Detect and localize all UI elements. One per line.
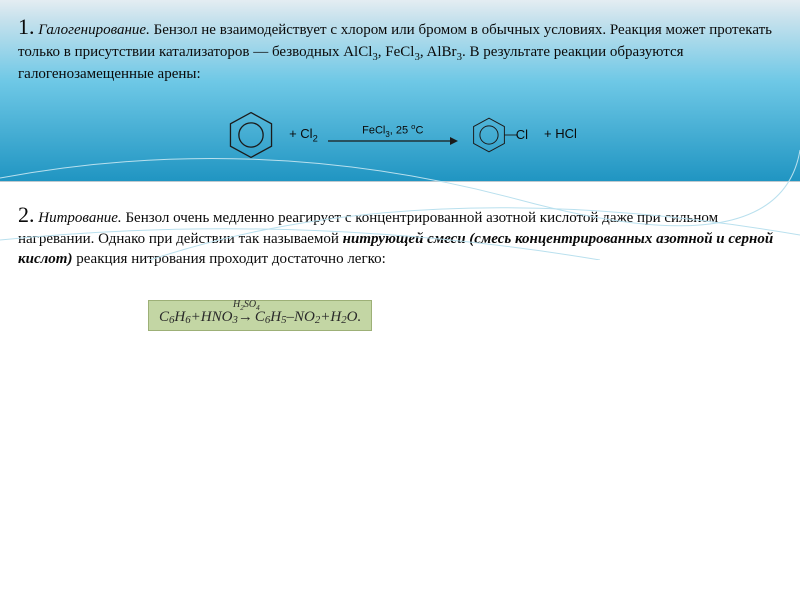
halogenation-block: 1. Галогенирование. Бензол не взаимодейс… [0,0,800,182]
arrow-icon [328,135,458,147]
txt1b: , FeCl [378,44,415,60]
nitration-equation: C6H6 + HNO3 H2SO4 → C6H5 – NO2 + H2O. [159,309,361,326]
benzene-reactant-icon [223,107,279,163]
eq-dash: – [287,309,295,326]
eq-h2o-h: H [330,309,341,326]
txt1c: , AlBr [420,44,457,60]
prod-cl-label: Cl [516,127,528,142]
halogenation-paragraph: 1. Галогенирование. Бензол не взаимодейс… [18,12,782,85]
nitration-equation-box: C6H6 + HNO3 H2SO4 → C6H5 – NO2 + H2O. [148,300,372,331]
section-number-2: 2. [18,202,35,227]
eq-cat-so: SO [244,299,256,310]
eq-plus1: + [191,309,201,326]
eq-catalyst: H2SO4 [233,299,260,312]
product-group: Cl [468,107,528,163]
reaction-scheme: + Cl2 FeCl3, 25 oC Cl + HCl [18,107,782,163]
plus-hcl: + HCl [544,127,577,141]
eq-cat-4: 4 [256,304,260,312]
eq-h2: H [270,309,281,326]
eq-hno3: HNO [201,309,233,326]
nitration-block: 2. Нитрование. Бензол очень медленно реа… [0,182,800,337]
plus-cl2-text: + Cl [289,126,312,141]
eq-arrow-wrap: H2SO4 → [238,309,255,326]
section-title-1: Галогенирование. [38,22,150,38]
plus-cl2: + Cl2 [289,126,318,144]
eq-h1: H [174,309,185,326]
plus-hcl-text: + HCl [544,127,577,141]
eq-h2o-o: O. [347,309,362,326]
eq-c1: C [159,309,169,326]
section-title-2: Нитрование. [38,210,121,226]
cl2-sub: 2 [313,133,318,143]
section-number-1: 1. [18,14,35,39]
eq-plus2: + [320,309,330,326]
eq-no2: NO [294,309,315,326]
txt2b: реакция нитрования проходит достаточно л… [72,251,385,267]
reaction-arrow: FeCl3, 25 oC [328,122,458,147]
nitration-paragraph: 2. Нитрование. Бензол очень медленно реа… [18,200,782,270]
